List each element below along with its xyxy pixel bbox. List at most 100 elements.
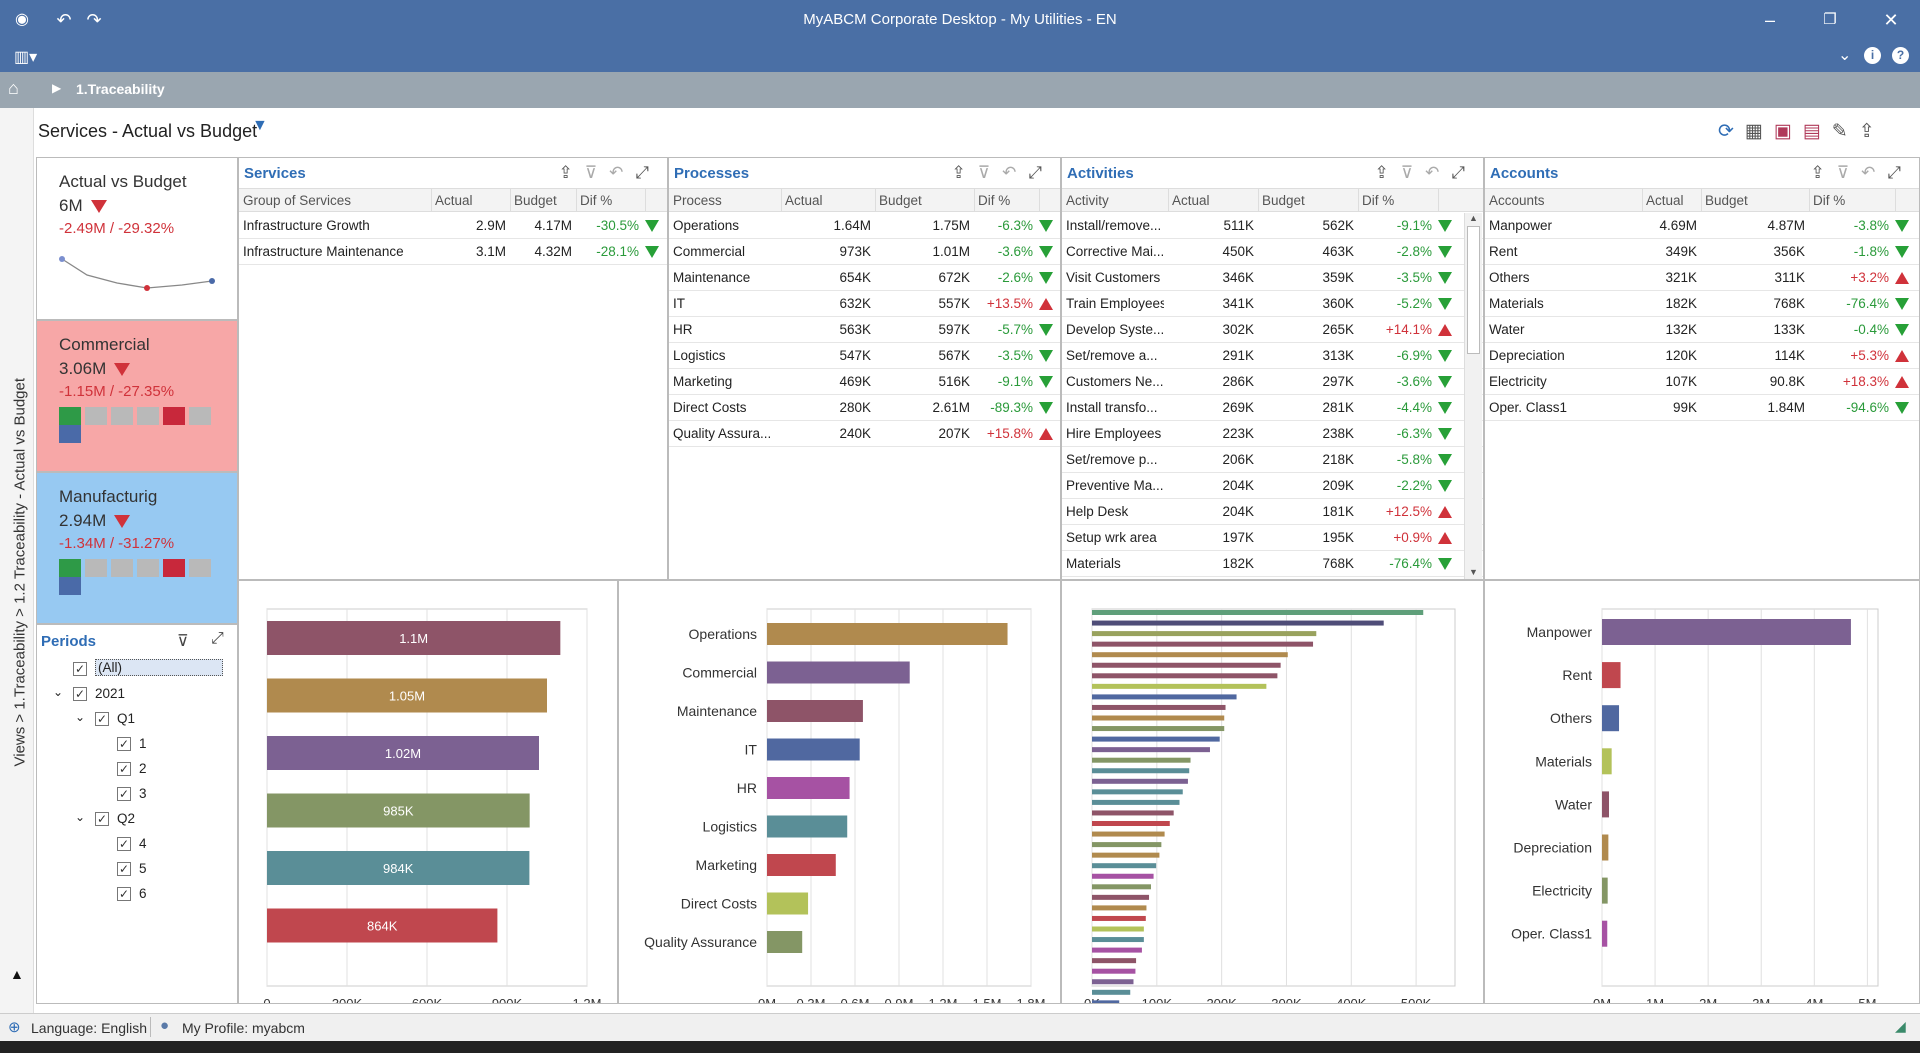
vertical-breadcrumb[interactable]: Views > 1.Traceability > 1.2 Traceabilit… [11, 377, 29, 767]
info-icon[interactable]: i [1864, 47, 1881, 64]
table-row[interactable]: Infrastructure Maintenance 3.1M 4.32M -28.1… [239, 239, 667, 265]
column-header[interactable]: Actual [1646, 193, 1684, 208]
collapse-up-icon[interactable]: ▲ [10, 966, 24, 982]
table-row[interactable]: Oper. Class1 99K 1.84M -94.6% [1485, 395, 1919, 421]
table-row[interactable]: Quality Assura... 240K 207K +15.8% [669, 421, 1060, 447]
period-tree-item[interactable]: ✓ 6 [37, 882, 237, 906]
table-row[interactable]: Direct Costs 280K 2.61M -89.3% [669, 395, 1060, 421]
maximize-icon[interactable]: ⤢ [635, 163, 661, 182]
clear-filter-icon[interactable]: ⊽ [584, 163, 610, 182]
period-checkbox[interactable]: ✓ [117, 762, 131, 776]
close-icon[interactable]: ✕ [1883, 10, 1899, 30]
edit-icon[interactable]: ✎ [1831, 121, 1859, 142]
scroll-down-icon[interactable]: ▼ [1469, 567, 1478, 577]
maximize-icon[interactable]: ⤢ [211, 630, 224, 647]
period-tree-item[interactable]: ⌄ ✓ Q2 [37, 807, 237, 831]
save-icon[interactable]: ▣ [1773, 121, 1803, 142]
expand-chevron-icon[interactable]: ⌄ [75, 710, 86, 724]
redo-icon[interactable]: ↷ [86, 10, 102, 30]
period-checkbox[interactable]: ✓ [95, 712, 109, 726]
period-tree-item[interactable]: ✓ 1 [37, 732, 237, 756]
period-checkbox[interactable]: ✓ [73, 662, 87, 676]
column-header[interactable]: Budget [1262, 193, 1305, 208]
period-tree-item[interactable]: ⌄ ✓ Q1 [37, 707, 237, 731]
table-row[interactable]: Commercial 973K 1.01M -3.6% [669, 239, 1060, 265]
column-header[interactable]: Actual [785, 193, 823, 208]
column-header[interactable]: Dif % [1813, 193, 1846, 208]
table-row[interactable]: Set/remove p... 206K 218K -5.8% [1062, 447, 1483, 473]
column-header[interactable]: Actual [1172, 193, 1210, 208]
column-header[interactable]: Dif % [580, 193, 613, 208]
table-row[interactable]: Water 132K 133K -0.4% [1485, 317, 1919, 343]
kpi-card-manufacturing[interactable]: Manufacturig 2.94M -1.34M / -31.27% [36, 472, 238, 624]
table-row[interactable]: Operations 1.64M 1.75M -6.3% [669, 213, 1060, 239]
export-icon[interactable]: ⇪ [558, 163, 585, 182]
help-icon[interactable]: ? [1892, 47, 1909, 64]
layout-menu-icon[interactable]: ▥▾ [14, 49, 38, 66]
language-status[interactable]: Language: English [31, 1020, 147, 1036]
table-row[interactable]: Install/remove... 511K 562K -9.1% [1062, 213, 1483, 239]
table-row[interactable]: Materials 182K 768K -76.4% [1062, 551, 1483, 577]
table-row[interactable]: Train Employees 341K 360K -5.2% [1062, 291, 1483, 317]
kpi-card-commercial[interactable]: Commercial 3.06M -1.15M / -27.35% [36, 320, 238, 472]
kpi-card-total[interactable]: Actual vs Budget 6M -2.49M / -29.32% [36, 157, 238, 320]
column-header[interactable]: Dif % [978, 193, 1011, 208]
clear-filter-icon[interactable]: ⊽ [1836, 163, 1862, 182]
table-row[interactable]: Customers Ne... 286K 297K -3.6% [1062, 369, 1483, 395]
scroll-thumb[interactable] [1467, 226, 1480, 354]
period-tree-item[interactable]: ✓ 5 [37, 857, 237, 881]
undo-icon[interactable]: ↶ [56, 10, 72, 30]
period-tree-item[interactable]: ✓ 3 [37, 782, 237, 806]
clear-filter-icon[interactable]: ⊽ [177, 633, 189, 650]
period-checkbox[interactable]: ✓ [117, 862, 131, 876]
table-row[interactable]: Electricity 107K 90.8K +18.3% [1485, 369, 1919, 395]
app-logo-icon[interactable]: ◉ [15, 11, 29, 28]
table-row[interactable]: Infrastructure Growth 2.9M 4.17M -30.5% [239, 213, 667, 239]
column-header[interactable]: Budget [879, 193, 922, 208]
column-header[interactable]: Actual [435, 193, 473, 208]
export-icon[interactable]: ⇪ [1374, 163, 1401, 182]
period-checkbox[interactable]: ✓ [117, 787, 131, 801]
column-header[interactable]: Dif % [1362, 193, 1395, 208]
undo-icon[interactable]: ↶ [1861, 163, 1888, 182]
period-checkbox[interactable]: ✓ [73, 687, 87, 701]
export-icon[interactable]: ⇪ [1810, 163, 1837, 182]
period-tree-item[interactable]: ⌄ ✓ 2021 [37, 682, 237, 706]
profile-status[interactable]: My Profile: myabcm [182, 1020, 305, 1036]
refresh-icon[interactable]: ⟳ [1718, 121, 1745, 142]
table-row[interactable]: Help Desk 204K 181K +12.5% [1062, 499, 1483, 525]
maximize-icon[interactable]: ⤢ [1028, 163, 1054, 182]
period-tree-item[interactable]: ✓ 4 [37, 832, 237, 856]
table-row[interactable]: Maintenance 654K 672K -2.6% [669, 265, 1060, 291]
filter-icon[interactable]: ▼ [252, 117, 268, 134]
vertical-scrollbar[interactable]: ▲ ▼ [1464, 213, 1482, 579]
undo-icon[interactable]: ↶ [1002, 163, 1029, 182]
table-row[interactable]: Others 321K 311K +3.2% [1485, 265, 1919, 291]
table-row[interactable]: Hire Employees 223K 238K -6.3% [1062, 421, 1483, 447]
table-row[interactable]: Setup wrk area 197K 195K +0.9% [1062, 525, 1483, 551]
table-row[interactable]: Develop Syste... 302K 265K +14.1% [1062, 317, 1483, 343]
expand-chevron-icon[interactable]: ⌄ [53, 685, 64, 699]
column-header[interactable]: Activity [1066, 193, 1109, 208]
maximize-icon[interactable]: ⤢ [1451, 163, 1477, 182]
column-header[interactable]: Budget [1705, 193, 1748, 208]
table-row[interactable]: Rent 349K 356K -1.8% [1485, 239, 1919, 265]
expand-chevron-icon[interactable]: ⌄ [75, 810, 86, 824]
table-row[interactable]: Manpower 4.69M 4.87M -3.8% [1485, 213, 1919, 239]
grid-icon[interactable]: ▦ [1744, 121, 1774, 142]
table-row[interactable]: Logistics 547K 567K -3.5% [669, 343, 1060, 369]
period-checkbox[interactable]: ✓ [117, 737, 131, 751]
column-header[interactable]: Accounts [1489, 193, 1545, 208]
export-icon[interactable]: ⇪ [951, 163, 978, 182]
table-row[interactable]: Set/remove a... 291K 313K -6.9% [1062, 343, 1483, 369]
scroll-up-icon[interactable]: ▲ [1469, 213, 1478, 223]
table-row[interactable]: HR 563K 597K -5.7% [669, 317, 1060, 343]
home-icon[interactable]: ⌂ [8, 78, 19, 98]
breadcrumb-item[interactable]: 1.Traceability [76, 81, 165, 97]
undo-icon[interactable]: ↶ [609, 163, 636, 182]
period-tree-item[interactable]: ✓ (All) [37, 657, 237, 681]
table-row[interactable]: Preventive Ma... 204K 209K -2.2% [1062, 473, 1483, 499]
table-row[interactable]: Depreciation 120K 114K +5.3% [1485, 343, 1919, 369]
maximize-icon[interactable]: ⤢ [1887, 163, 1913, 182]
period-checkbox[interactable]: ✓ [117, 837, 131, 851]
